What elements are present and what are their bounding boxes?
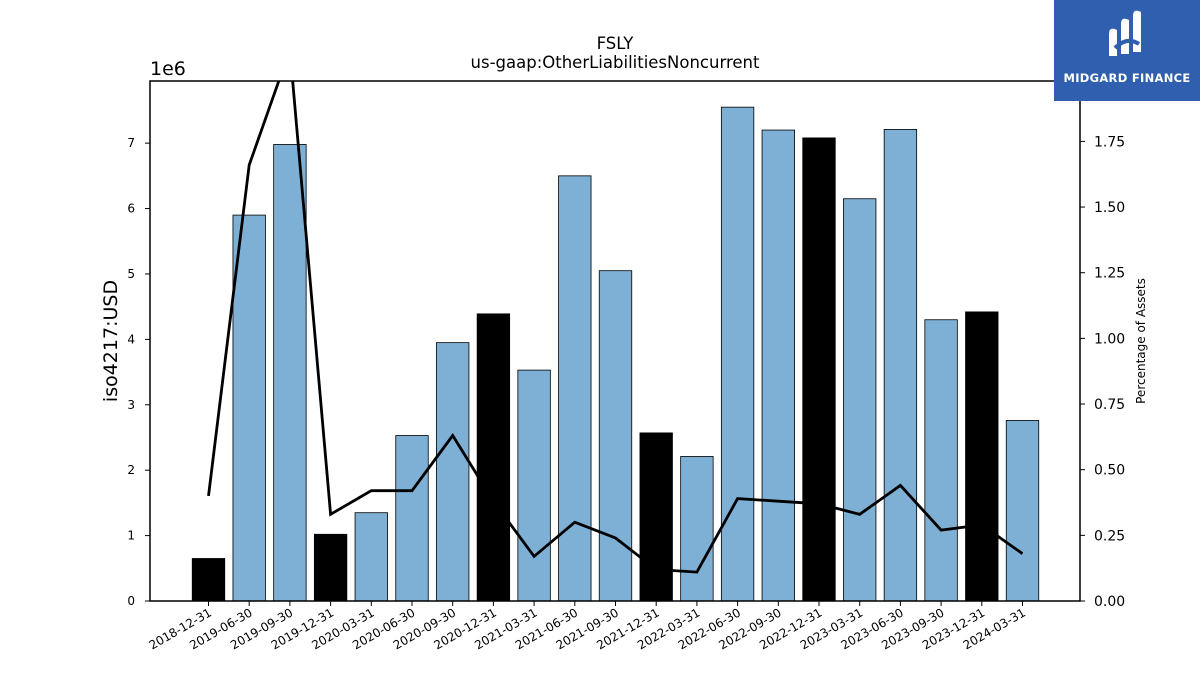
y-tick-label: 4 [127,332,135,346]
bar-2021-09-30 [598,270,633,602]
y-axis-label: iso4217:USD [100,280,122,402]
midgard-finance-logo: MIDGARD FINANCE [1054,0,1200,101]
y-tick-label: 7 [127,136,135,150]
chart-subtitle: us-gaap:OtherLiabilitiesNoncurrent [471,53,760,72]
bar-2018-12-31 [191,558,226,602]
y2-axis-label: Percentage of Assets [1134,278,1148,404]
bar-2021-06-30 [558,175,592,602]
plot-frame [149,80,1081,602]
y2-tick-label: 0.25 [1094,528,1125,544]
bar-2021-03-31 [517,369,551,602]
bar-2019-12-31 [313,533,348,602]
y-tick-label: 0 [127,594,135,608]
bar-2022-09-30 [761,129,795,602]
percentage-of-assets-line [207,81,1024,574]
bar-2022-06-30 [720,106,755,602]
y2-tick-label: 1.25 [1094,266,1125,282]
y-tick-label: 3 [127,398,135,412]
bar-2023-03-31 [843,198,877,602]
y2-tick-label: 1.00 [1094,331,1125,347]
bar-2020-12-31 [476,313,511,602]
y2-tick-label: 0.00 [1094,594,1125,610]
y-tick-label: 6 [127,202,135,216]
y-tick-label: 5 [127,267,135,281]
y2-tick-label: 0.75 [1094,397,1125,413]
bar-2024-03-31 [1005,420,1040,602]
line-series [207,81,1024,574]
y-tick-label: 2 [127,463,135,477]
logo-text: MIDGARD FINANCE [1063,71,1191,85]
bar-2020-03-31 [354,512,388,602]
y-offset-label: 1e6 [150,58,186,80]
bar-2021-12-31 [639,432,673,602]
bar-2022-03-31 [680,456,714,602]
bar-2019-06-30 [232,214,266,602]
y-tick-label: 1 [127,529,135,543]
chart-title: FSLY [597,34,635,53]
bar-2023-12-31 [965,311,999,602]
y2-tick-label: 0.50 [1094,463,1125,479]
midgard-logo-icon [1109,10,1141,56]
bar-2020-09-30 [436,342,470,602]
bar-2023-06-30 [883,129,918,602]
bar-series [191,106,1040,602]
y2-tick-label: 1.50 [1094,200,1125,216]
bar-2020-06-30 [395,435,429,602]
y2-tick-label: 1.75 [1094,134,1125,150]
bar-2023-09-30 [924,319,958,602]
bar-2022-12-31 [802,137,836,602]
bar-2019-09-30 [273,144,307,602]
